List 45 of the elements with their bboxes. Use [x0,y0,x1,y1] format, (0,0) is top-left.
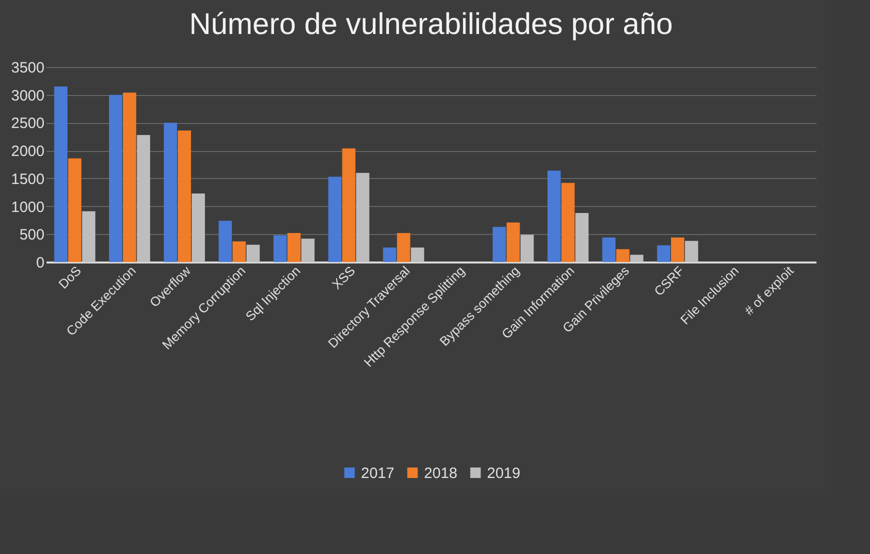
bar [246,244,260,262]
bar [547,170,561,262]
bar [396,233,410,262]
bar [630,254,644,262]
legend-label: 2019 [487,464,520,482]
bar [301,238,315,262]
y-tick-label: 2500 [11,115,44,132]
bar [383,248,396,262]
bar [328,176,342,262]
bar [273,235,287,262]
bar [192,193,205,262]
bar [616,249,630,262]
y-tick-label: 1000 [11,198,44,216]
bar [671,237,684,262]
y-tick-label: 3500 [11,60,44,76]
bar [342,148,356,262]
y-tick-label: 2000 [11,143,44,160]
bar [287,233,301,262]
legend-label: 2018 [424,464,458,482]
bar [82,211,96,262]
bar [492,226,506,262]
bar [356,172,370,262]
bar [684,240,698,262]
bar [602,237,616,262]
bar [506,222,520,262]
chart-title: Número de vulnerabilidades por año [189,8,673,41]
legend-label: 2017 [361,464,394,482]
bar [218,220,232,262]
bar [122,92,136,262]
bar [178,130,191,262]
bar [54,86,68,262]
bar [232,241,246,262]
bar [410,248,424,262]
y-tick-label: 3000 [11,87,44,104]
bar [164,122,178,262]
y-tick-label: 0 [36,254,44,272]
bar [520,234,534,262]
y-tick-label: 500 [19,226,44,244]
bar [575,212,589,262]
bar [109,94,122,262]
y-tick-label: 1500 [11,170,44,188]
bar [561,182,575,262]
bar [136,134,150,262]
bar [68,158,82,262]
bar [657,245,670,262]
